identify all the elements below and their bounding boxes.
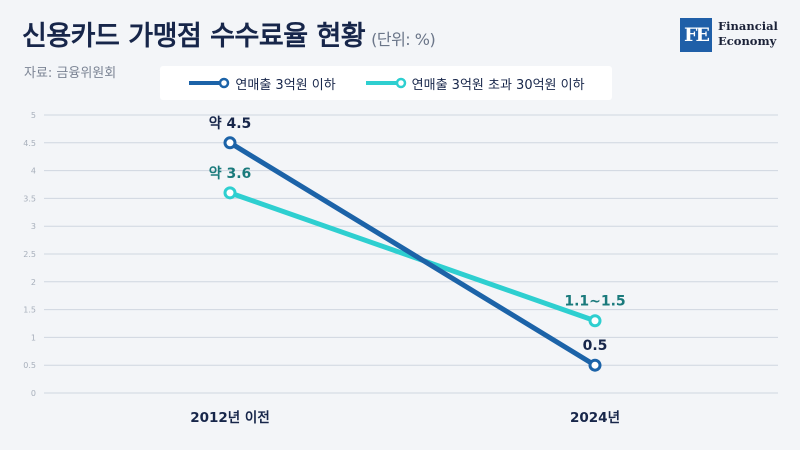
logo-wordmark: Financial Economy — [718, 19, 778, 49]
y-tick-label: 2 — [31, 278, 36, 287]
financial-economy-logo: FE Financial Economy — [680, 18, 780, 54]
legend-item-series-2: 연매출 3억원 초과 30억원 이하 — [364, 74, 585, 93]
x-tick-label: 2024년 — [570, 410, 620, 426]
y-tick-label: 4.5 — [23, 139, 36, 148]
y-tick-label: 0.5 — [23, 361, 36, 370]
data-point-series-1 — [223, 136, 237, 150]
chart-legend: 연매출 3억원 이하 연매출 3억원 초과 30억원 이하 — [160, 66, 612, 100]
legend-item-series-1: 연매출 3억원 이하 — [187, 74, 336, 93]
data-label-series-2: 1.1~1.5 — [564, 294, 625, 310]
logo-line-2: Economy — [718, 34, 777, 48]
data-label-series-1: 약 4.5 — [209, 115, 252, 132]
unit-label: (단위: %) — [371, 30, 436, 49]
data-point-series-2 — [588, 314, 602, 328]
y-tick-label: 1 — [31, 333, 36, 342]
y-tick-label: 3 — [31, 222, 36, 231]
y-tick-label: 3.5 — [23, 194, 36, 203]
legend-swatch-series-2 — [365, 77, 406, 89]
data-label-series-1: 0.5 — [583, 338, 608, 354]
series-line-1 — [227, 140, 598, 368]
data-point-series-1 — [588, 358, 602, 372]
chart-title: 신용카드 가맹점 수수료율 현황 (단위: %) — [22, 14, 436, 53]
y-tick-label: 4 — [31, 167, 36, 176]
title-text: 신용카드 가맹점 수수료율 현황 — [22, 21, 366, 52]
logo-line-1: Financial — [718, 19, 778, 33]
legend-swatch-series-1 — [189, 77, 230, 89]
legend-label-series-2: 연매출 3억원 초과 30억원 이하 — [411, 77, 585, 93]
y-tick-label: 2.5 — [23, 250, 36, 259]
fe-logo-mark: FE — [680, 18, 712, 52]
y-tick-label: 5 — [31, 111, 36, 120]
data-point-series-2 — [223, 186, 237, 200]
x-tick-label: 2012년 이전 — [190, 409, 270, 426]
legend-label-series-1: 연매출 3억원 이하 — [235, 77, 336, 93]
y-tick-label: 0 — [31, 389, 36, 398]
y-tick-label: 1.5 — [23, 306, 36, 315]
data-label-series-2: 약 3.6 — [209, 165, 252, 182]
source-note: 자료: 금융위원회 — [24, 66, 117, 81]
